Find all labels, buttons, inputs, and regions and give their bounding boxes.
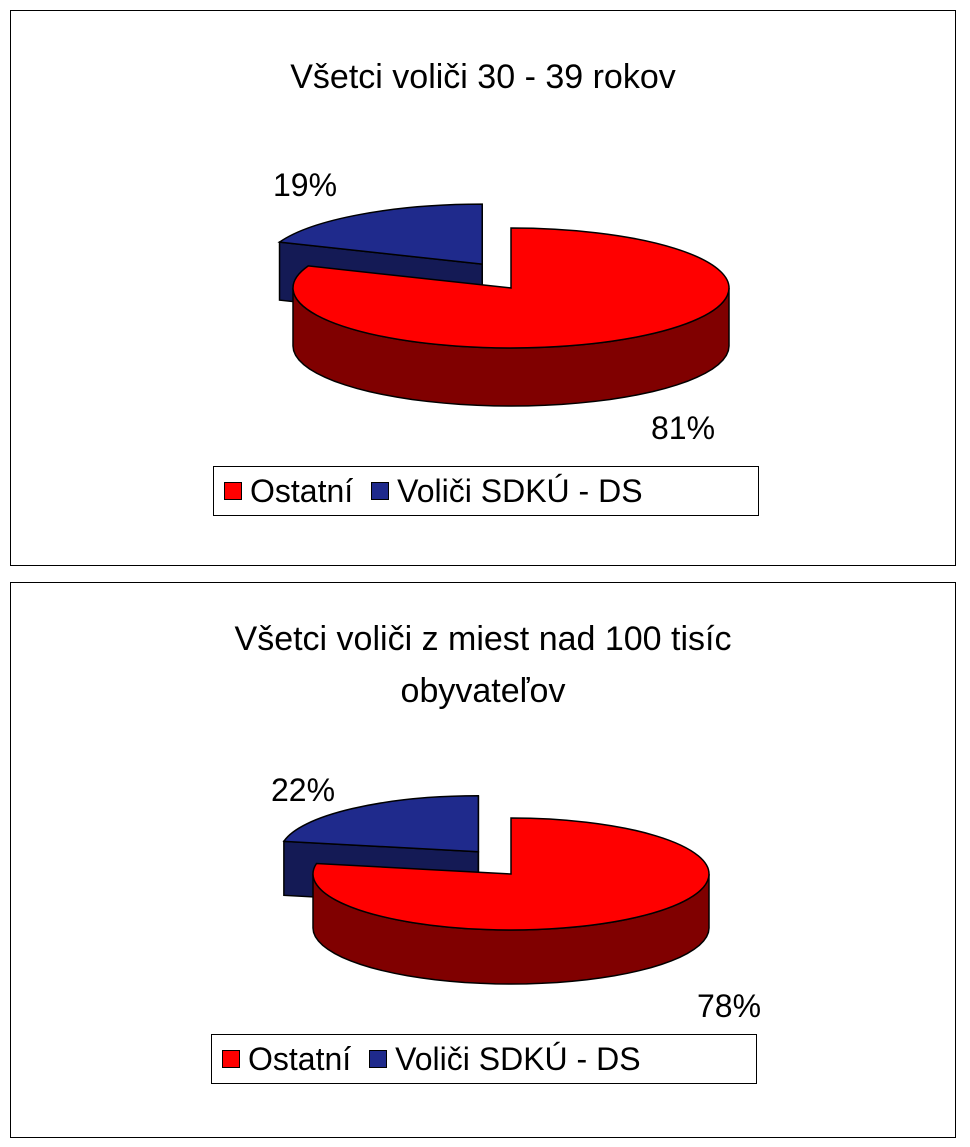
chart-legend: Ostatní Voliči SDKÚ - DS [211,1034,757,1084]
legend-label: Voliči SDKÚ - DS [395,1040,641,1077]
legend-item-ostatni: Ostatní [224,473,353,510]
chart-legend: Ostatní Voliči SDKÚ - DS [213,466,759,516]
pie-chart: 81% 19% [273,167,730,446]
legend-item-sdku: Voliči SDKÚ - DS [369,1040,641,1078]
legend-item-sdku: Voliči SDKÚ - DS [371,472,643,510]
data-label-sdku: 19% [273,167,337,203]
chart-title: Všetci voliči 30 - 39 rokov [290,58,676,96]
chart-panel-1: Všetci voliči 30 - 39 rokov 81% 19% Ostat… [10,10,956,566]
pie-chart: 78% 22% [271,772,761,1024]
data-label-sdku: 22% [271,772,335,808]
chart-panel-2: Všetci voliči z miest nad 100 tisíc obyv… [10,582,956,1138]
legend-label: Ostatní [248,1040,352,1077]
pie-slice-ostatni [292,227,730,407]
data-label-ostatni: 81% [651,410,715,446]
chart-title: Všetci voliči z miest nad 100 tisíc obyv… [234,620,732,710]
legend-swatch-sdku [369,1050,388,1068]
legend-label: Ostatní [250,472,354,509]
legend-item-ostatni: Ostatní [222,1041,351,1078]
data-label-ostatni: 78% [697,988,761,1024]
legend-swatch-ostatni [222,1050,240,1068]
pie-slice-ostatni [312,817,710,985]
legend-swatch-sdku [371,482,390,500]
legend-label: Voliči SDKÚ - DS [397,472,643,509]
legend-swatch-ostatni [224,482,242,500]
